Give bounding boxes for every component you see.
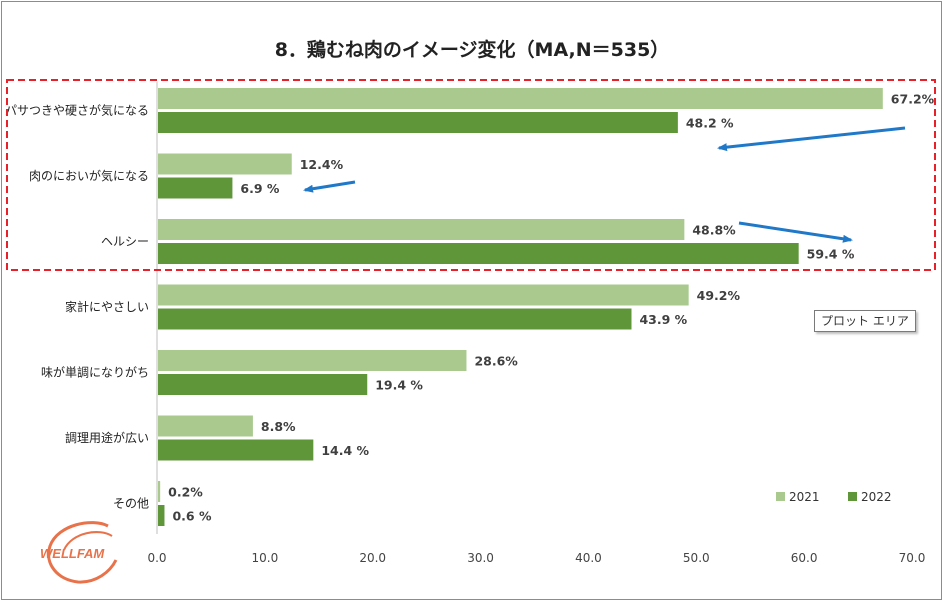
bar-2021-2	[158, 219, 685, 240]
bar-2022-3	[158, 308, 632, 330]
value-label-2021-0: 67.2%	[891, 92, 935, 107]
category-label-3: 家計にやさしい	[65, 299, 149, 314]
value-label-2022-1: 6.9 %	[240, 181, 279, 196]
legend: 2021 2022	[776, 490, 892, 504]
bar-2022-4	[158, 374, 368, 395]
value-label-2021-6: 0.2%	[168, 485, 203, 500]
value-label-2022-4: 19.4 %	[375, 378, 423, 393]
category-label-6: その他	[113, 497, 149, 511]
bar-2022-6	[158, 505, 165, 526]
bar-2021-4	[158, 350, 467, 371]
labels-layer: 67.2% 48.2 % パサつきや硬さが気になる 12.4% 6.9 % 肉のにおいが気…	[5, 92, 935, 524]
bar-2021-0	[158, 88, 883, 109]
bar-2022-5	[158, 439, 314, 461]
bar-2022-1	[158, 177, 233, 199]
trend-arrow-0	[717, 126, 906, 152]
x-axis: 0.0 10.0 20.0 30.0 40.0 50.0 60.0 70.0	[147, 82, 925, 565]
value-label-2022-2: 59.4 %	[807, 247, 855, 262]
value-label-2021-4: 28.6%	[474, 354, 518, 369]
plot-area-tooltip: プロット エリア	[814, 310, 916, 332]
x-tick-label-1: 10.0	[251, 551, 278, 565]
category-label-2: ヘルシー	[101, 235, 149, 249]
x-tick-label-4: 40.0	[575, 551, 602, 565]
x-tick-label-5: 50.0	[683, 551, 710, 565]
value-label-2022-0: 48.2 %	[686, 116, 734, 131]
bar-2021-1	[158, 153, 292, 175]
value-label-2021-2: 48.8%	[692, 223, 736, 238]
highlight-box	[6, 79, 936, 271]
category-label-4: 味が単調になりがち	[41, 365, 149, 380]
bar-2021-3	[158, 284, 689, 306]
x-tick-label-2: 20.0	[359, 551, 386, 565]
x-tick-label-7: 70.0	[899, 551, 926, 565]
legend-swatch-2022	[848, 492, 857, 501]
legend-swatch-2021	[776, 492, 785, 501]
legend-label-2022: 2022	[861, 490, 892, 504]
value-label-2021-3: 49.2%	[697, 288, 741, 303]
value-label-2021-1: 12.4%	[300, 157, 344, 172]
highlight-layer	[6, 79, 936, 271]
value-label-2021-5: 8.8%	[261, 419, 296, 434]
bar-2021-6	[158, 481, 161, 502]
bars-layer	[158, 88, 883, 526]
value-label-2022-6: 0.6 %	[172, 509, 211, 524]
value-label-2022-3: 43.9 %	[639, 312, 687, 327]
category-label-0: パサつきや硬さが気になる	[5, 103, 149, 118]
legend-label-2021: 2021	[789, 490, 820, 504]
arrow-layer	[303, 126, 906, 243]
category-label-5: 調理用途が広い	[65, 430, 149, 445]
x-tick-label-0: 0.0	[147, 551, 166, 565]
bar-2022-2	[158, 243, 799, 264]
chart-title: 8．鶏むね肉のイメージ変化（MA,N＝535）	[275, 38, 670, 61]
x-tick-label-3: 30.0	[467, 551, 494, 565]
trend-arrow-1	[303, 180, 356, 193]
logo-swoosh-icon	[47, 521, 118, 584]
bar-2021-5	[158, 415, 253, 437]
bar-2022-0	[158, 112, 678, 133]
category-label-1: 肉のにおいが気になる	[29, 168, 149, 183]
logo-text: WELLFAM	[40, 546, 105, 561]
trend-arrow-2	[738, 221, 853, 243]
value-label-2022-5: 14.4 %	[321, 443, 369, 458]
wellfam-logo: WELLFAM	[40, 521, 118, 584]
logo-swoosh-inner-icon	[63, 531, 113, 551]
x-tick-label-6: 60.0	[791, 551, 818, 565]
